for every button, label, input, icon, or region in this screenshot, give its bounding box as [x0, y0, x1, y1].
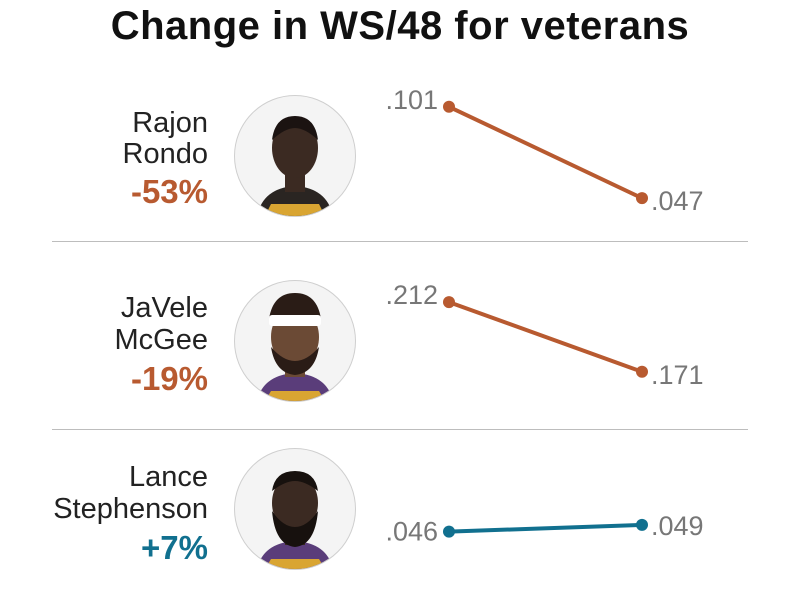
series-line: [448, 522, 643, 534]
end-value-label: .049: [651, 511, 704, 541]
start-value-label: .046: [385, 517, 438, 547]
player-photo: [234, 280, 356, 402]
change-percent: +7%: [141, 529, 208, 566]
player-photo: [234, 95, 356, 217]
player-headshot-icon: [257, 293, 333, 401]
row-divider: [52, 241, 748, 242]
player-headshot-icon: [257, 471, 333, 569]
change-percent: -53%: [130, 173, 208, 210]
end-point: [636, 192, 648, 205]
player-last-name: Stephenson: [53, 493, 208, 525]
player-last-name: McGee: [114, 324, 208, 356]
end-point: [636, 518, 648, 531]
start-point: [443, 100, 455, 113]
player-headshot-icon: [257, 116, 333, 216]
start-point: [443, 296, 455, 309]
player-photo: [234, 448, 356, 570]
end-value-label: .171: [651, 360, 704, 390]
start-value-label: .212: [385, 280, 438, 310]
player-first-name: JaVele: [120, 292, 208, 324]
chart-title: Change in WS/48 for veterans: [110, 4, 690, 48]
player-last-name: Rondo: [122, 138, 208, 170]
player-first-name: Lance: [128, 461, 208, 493]
series-line: [448, 300, 643, 374]
end-value-label: .047: [651, 186, 704, 216]
start-value-label: .101: [385, 85, 438, 115]
series-line: [448, 104, 643, 200]
start-point: [443, 525, 455, 538]
change-percent: -19%: [130, 360, 208, 397]
row-divider: [52, 429, 748, 430]
end-point: [636, 365, 648, 378]
player-first-name: Rajon: [132, 107, 208, 139]
